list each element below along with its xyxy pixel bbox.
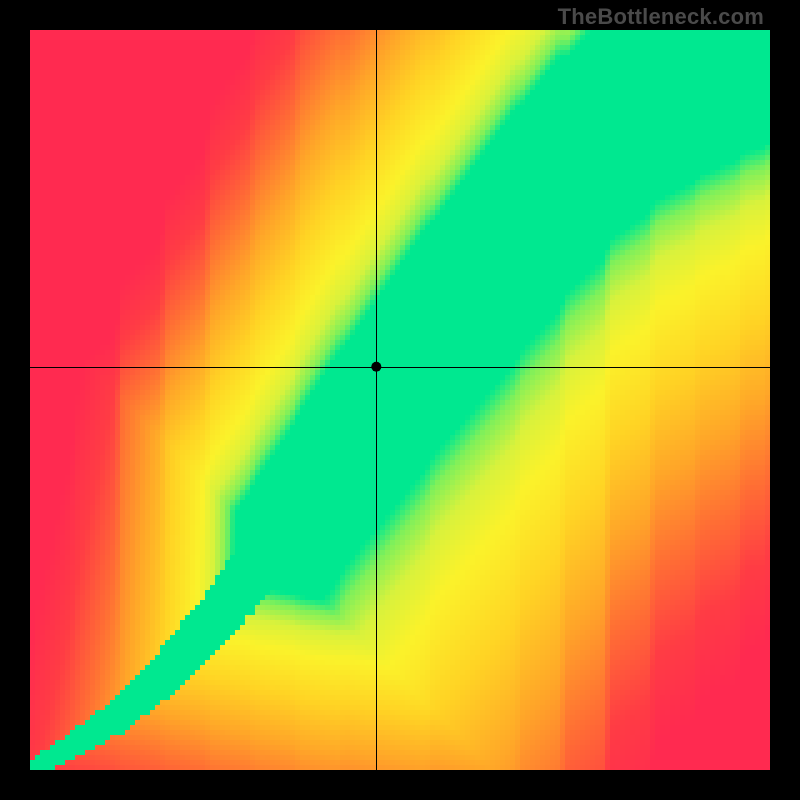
chart-container: TheBottleneck.com	[0, 0, 800, 800]
heatmap-canvas	[30, 30, 770, 770]
watermark-label: TheBottleneck.com	[558, 4, 764, 30]
heatmap-plot	[30, 30, 770, 770]
